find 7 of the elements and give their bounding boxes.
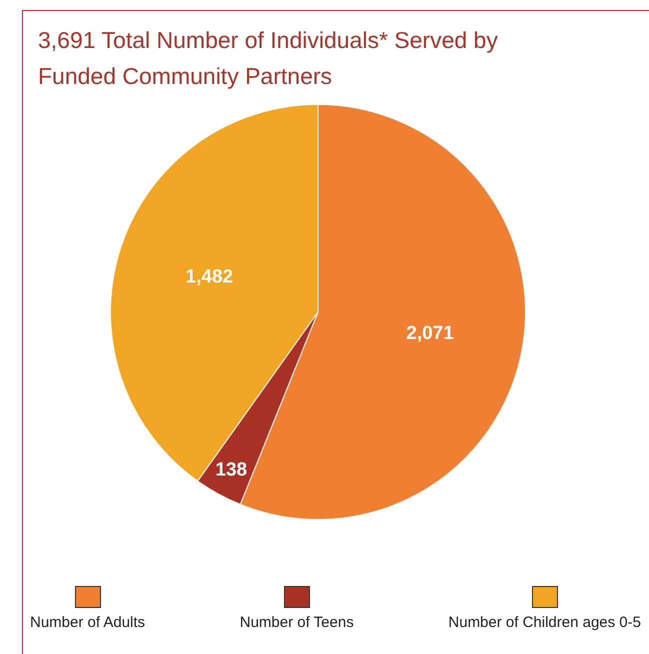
legend-label: Number of Children ages 0-5	[448, 614, 641, 631]
legend-label: Number of Teens	[240, 614, 354, 631]
data-label: 1,482	[186, 266, 234, 288]
data-label: 2,071	[406, 323, 454, 344]
legend-label: Number of Adults	[30, 614, 146, 631]
data-label: 138	[215, 460, 248, 481]
chart-title: 3,691 Total Number of Individuals* Served by Funded Community Partners	[38, 26, 499, 91]
